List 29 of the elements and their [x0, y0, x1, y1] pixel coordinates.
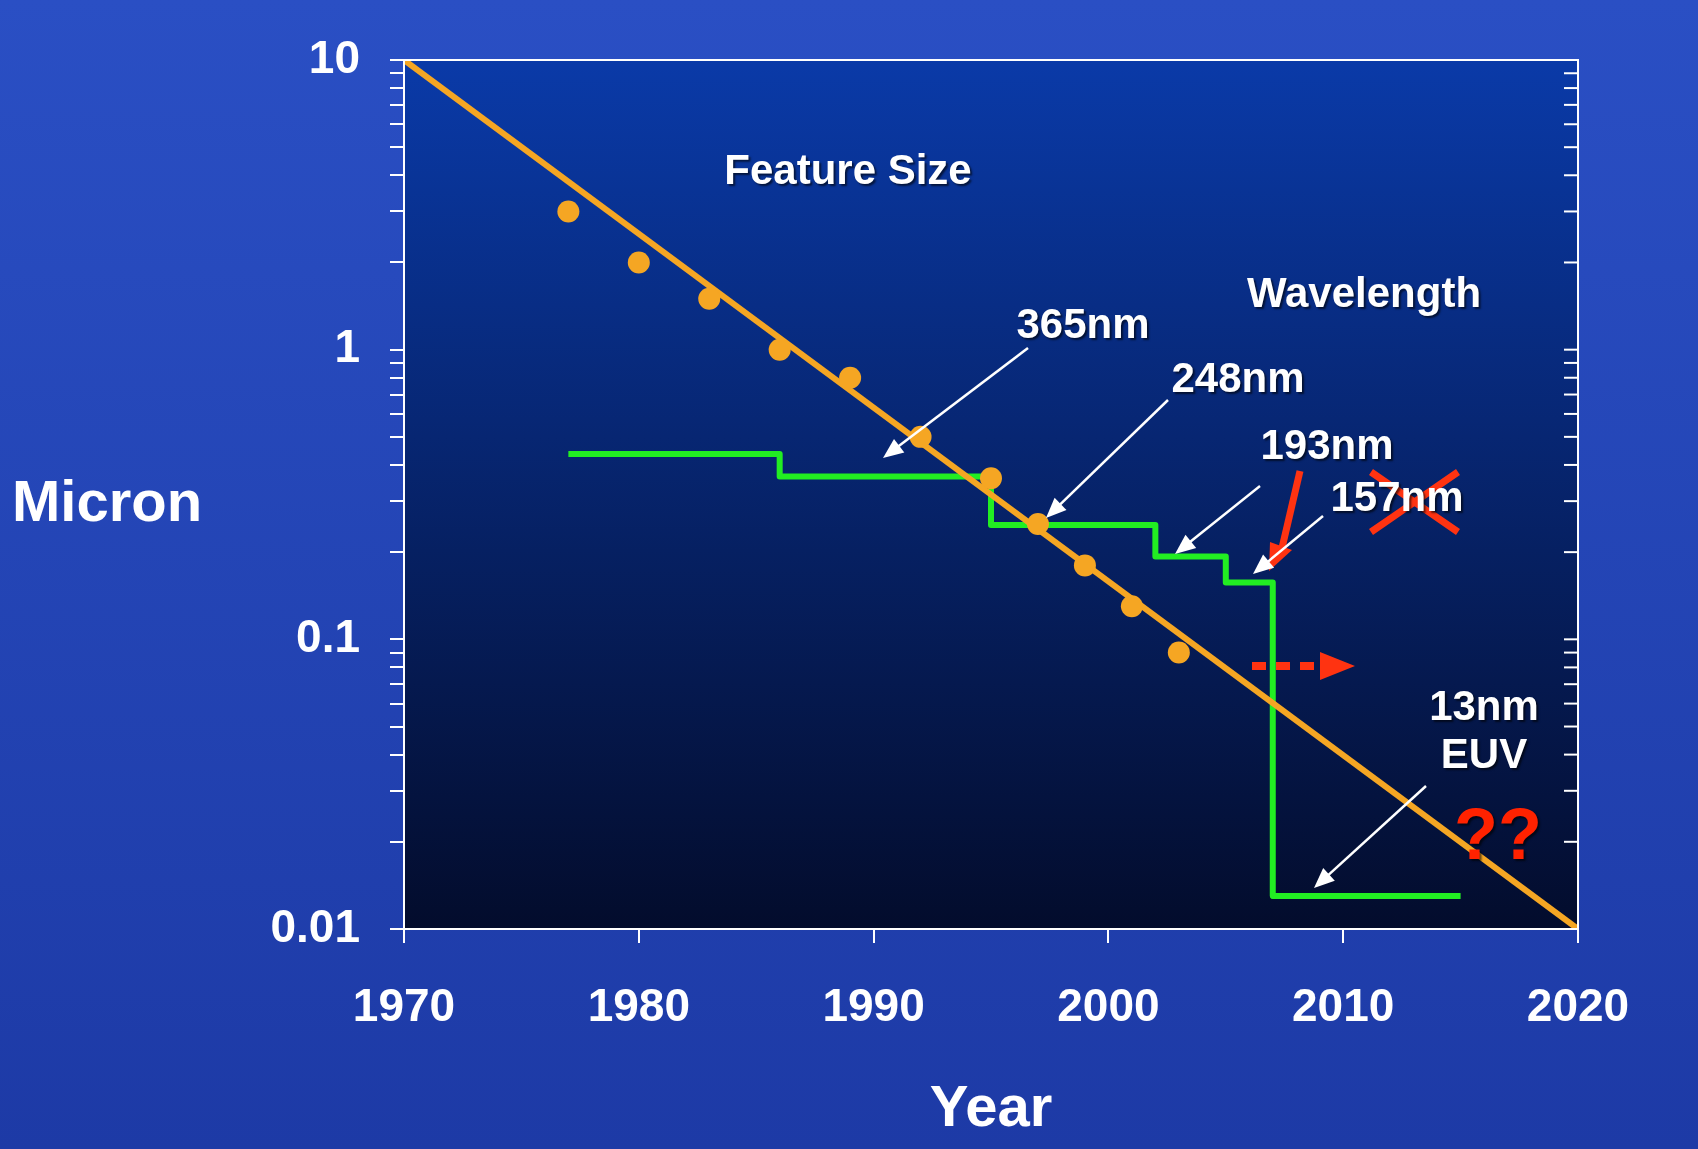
point — [627, 251, 650, 274]
x-tick-label: 1970 — [352, 979, 456, 1032]
annotation: 13nm EUV — [1429, 682, 1539, 778]
point — [1026, 513, 1049, 536]
x-axis-title: Year — [929, 1073, 1053, 1138]
x-tick-label: 2000 — [1057, 979, 1160, 1032]
point — [1073, 554, 1096, 577]
y-axis-title: Micron — [12, 468, 203, 533]
point — [1167, 641, 1190, 664]
annotation: Wavelength — [1246, 269, 1482, 317]
point — [1120, 595, 1143, 618]
x-tick-label: 1980 — [587, 979, 690, 1032]
point — [839, 366, 862, 389]
y-tick-label: 0.1 — [296, 610, 360, 663]
x-tick-label: 1990 — [822, 979, 925, 1032]
x-tick-label: 2020 — [1526, 979, 1630, 1032]
annotation: 193nm — [1260, 421, 1394, 469]
y-tick-label: 0.01 — [270, 899, 360, 952]
annotation: 248nm — [1171, 354, 1305, 402]
point — [980, 467, 1002, 490]
x-tick-label: 2010 — [1292, 979, 1395, 1032]
point — [698, 287, 721, 310]
annotation: 365nm — [1016, 300, 1150, 348]
annotation: ?? — [1454, 793, 1542, 875]
annotation: Feature Size — [724, 146, 972, 194]
y-tick-label: 1 — [334, 320, 360, 373]
point — [557, 200, 580, 223]
y-tick-label: 10 — [308, 30, 360, 83]
point — [768, 338, 791, 361]
